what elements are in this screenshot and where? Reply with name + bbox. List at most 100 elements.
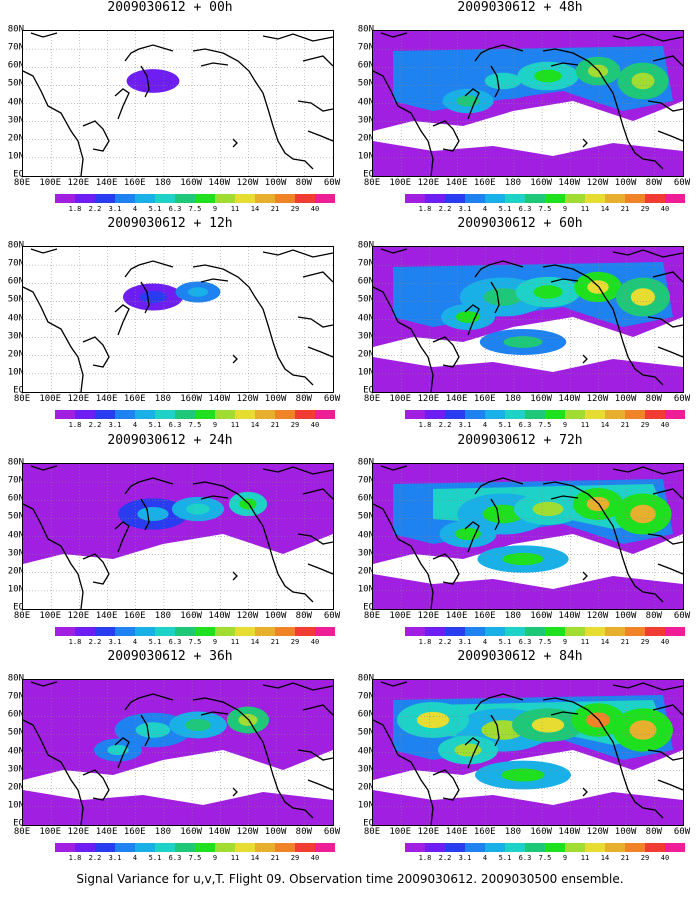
colorbar-swatch (665, 627, 685, 636)
variance-blob-core (630, 504, 656, 524)
colorbar-tick-label: 5.1 (498, 421, 512, 429)
variance-blob-core (416, 711, 450, 729)
latitude-tick-label: 30N (7, 115, 24, 126)
latitude-tick-label: 20N (7, 566, 24, 577)
longitude-tick-label: 180 (154, 827, 172, 837)
colorbar-swatch (625, 194, 645, 203)
longitude-tick-label: 80W (645, 827, 662, 837)
coastline (200, 495, 229, 500)
latitude-tick-label: EQ (13, 818, 24, 829)
map-frame (22, 246, 334, 393)
variance-blob-core (630, 288, 656, 306)
latitude-tick-label: 30N (7, 764, 24, 775)
longitude-tick-label: 60W (323, 178, 341, 188)
latitude-tick-label: 10N (7, 800, 24, 811)
colorbar-tick-label: 29 (640, 205, 650, 213)
colorbar-swatch (505, 627, 525, 636)
colorbar-tick-label: 9 (212, 421, 218, 429)
colorbar-swatch (115, 194, 135, 203)
colorbar-tick-label: 4 (132, 205, 138, 213)
longitude-tick-label: 80E (363, 611, 381, 621)
longitude-tick-label: 120E (67, 394, 90, 404)
colorbar-tick-label: 2.2 (438, 638, 452, 646)
forecast-panel: 2009030612 + 24h 80N 70N 60N 50N 40N 30N 20N 10N… (0, 433, 340, 648)
longitude-tick-label: 140W (208, 827, 231, 837)
colorbar-tick-label: 4 (132, 854, 138, 862)
latitude-tick-label: 60N (7, 60, 24, 71)
latitude-tick-label: 70N (7, 42, 24, 53)
longitude-tick-label: 80E (13, 178, 31, 188)
coastline (582, 571, 588, 581)
latitude-tick-label: 40N (357, 97, 374, 107)
coastline (464, 304, 480, 336)
colorbar-swatch (55, 410, 75, 419)
colorbar-tick-label: 29 (290, 421, 300, 429)
latitude-tick-label: 50N (7, 511, 24, 522)
coastline (30, 465, 58, 471)
colorbar-swatch (405, 627, 425, 636)
coastline (30, 248, 58, 254)
colorbar-tick-label: 5.1 (148, 421, 162, 429)
colorbar-tick-label: 7.5 (188, 854, 202, 862)
colorbar-tick-label: 2.2 (88, 205, 102, 213)
colorbar-tick-label: 9 (212, 854, 218, 862)
longitude-tick-label: 100W (264, 611, 287, 621)
longitude-tick-label: 80E (13, 611, 31, 621)
colorbar-tick-label: 29 (640, 421, 650, 429)
variance-field (373, 790, 683, 825)
latitude-tick-label: 50N (357, 727, 374, 738)
variance-blob-core (137, 506, 169, 522)
coastline (114, 88, 130, 120)
colorbar-tick-label: 3.1 (108, 638, 122, 646)
longitude-tick-label: 140W (558, 827, 581, 837)
colorbar-tick-label: 1.8 (418, 854, 432, 862)
longitude-tick-label: 100E (39, 611, 62, 621)
latitude-axis: 80N 70N 60N 50N 40N 30N 20N 10N EQ (344, 674, 374, 828)
coastline (302, 488, 333, 500)
longitude-tick-label: 60W (323, 611, 341, 621)
panel-title: 2009030612 + 00h (107, 0, 233, 15)
colorbar-swatch (255, 627, 275, 636)
latitude-tick-label: 50N (357, 294, 374, 305)
colorbar-swatch (665, 843, 685, 852)
colorbar-tick-label: 14 (600, 205, 610, 213)
coastline (23, 70, 84, 176)
colorbar-tick-label: 14 (250, 421, 260, 429)
coastline (23, 503, 84, 609)
latitude-tick-label: 20N (357, 782, 374, 793)
longitude-tick-label: 100E (389, 827, 412, 837)
latitude-tick-label: 70N (7, 258, 24, 269)
colorbar-tick-label: 7.5 (188, 421, 202, 429)
longitude-tick-label: 160W (180, 178, 202, 188)
colorbar-tick-label: 4 (482, 205, 488, 213)
forecast-panel: 2009030612 + 12h 80N 70N 60N 50N 40N 30N 20N 10N… (0, 216, 340, 431)
forecast-panel: 2009030612 + 00h 80N 70N 60N 50N 40N 30N 20N 10N… (0, 0, 340, 215)
longitude-tick-label: 160W (530, 178, 552, 188)
latitude-tick-label: 40N (357, 313, 374, 323)
coastline (307, 779, 333, 791)
colorbar-tick-label: 1.8 (68, 638, 82, 646)
colorbar-tick-label: 2.2 (438, 854, 452, 862)
colorbar-tick-label: 5.1 (498, 638, 512, 646)
longitude-tick-label: 180 (504, 611, 522, 621)
colorbar-swatch (295, 627, 315, 636)
coastline (542, 48, 664, 170)
longitude-tick-label: 100E (389, 394, 412, 404)
variance-field (373, 574, 683, 609)
colorbar-swatch (485, 627, 505, 636)
longitude-tick-label: 120W (236, 611, 259, 621)
latitude-tick-label: EQ (13, 169, 24, 180)
longitude-tick-label: 120W (236, 827, 259, 837)
longitude-tick-label: 80E (363, 827, 381, 837)
colorbar-swatch (175, 410, 195, 419)
colorbar-swatch (315, 194, 335, 203)
coastline (652, 704, 683, 716)
colorbar-swatch (425, 410, 445, 419)
colorbar-swatch (605, 843, 625, 852)
colorbar-tick-label: 3.1 (458, 854, 472, 862)
longitude-tick-label: 140E (95, 827, 118, 837)
colorbar-tick-label: 7.5 (538, 205, 552, 213)
variance-blob-core (502, 552, 544, 566)
map-frame (372, 246, 684, 393)
coastline (373, 286, 434, 392)
